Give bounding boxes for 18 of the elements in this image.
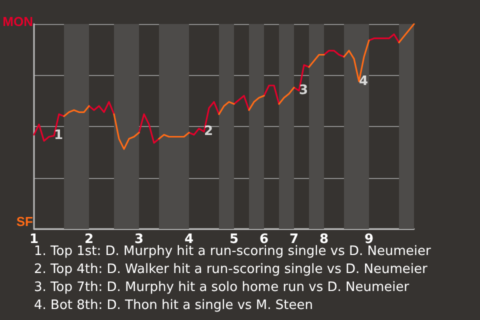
annotation: 1: [54, 128, 64, 144]
text: 4. Bot 8th: D. Thon hit a single vs M. Steen: [34, 298, 313, 313]
x-tick-label: 8: [319, 232, 329, 247]
annotation: 4: [359, 74, 368, 89]
text: 3. Top 7th: D. Murphy hit a solo home run vs D. Neumeier: [34, 280, 410, 295]
x-tick-label: 2: [84, 232, 94, 247]
text: 1. Top 1st: D. Murphy hit a run-scoring single vs D. Neumeier: [34, 244, 432, 259]
annotation: 3: [299, 83, 308, 98]
x-tick-label: 9: [364, 232, 374, 247]
x-tick-label: 3: [134, 232, 144, 247]
text: 2. Top 4th: D. Walker hit a run-scoring single vs D. Neumeier: [34, 262, 428, 277]
annotation: 2: [204, 124, 214, 140]
text: MON: [2, 14, 34, 29]
x-tick-label: 5: [229, 232, 239, 247]
x-tick-label: 1: [29, 232, 39, 247]
text: SF: [16, 214, 34, 229]
x-tick-label: 7: [289, 232, 299, 247]
x-tick-label: 6: [259, 232, 269, 247]
